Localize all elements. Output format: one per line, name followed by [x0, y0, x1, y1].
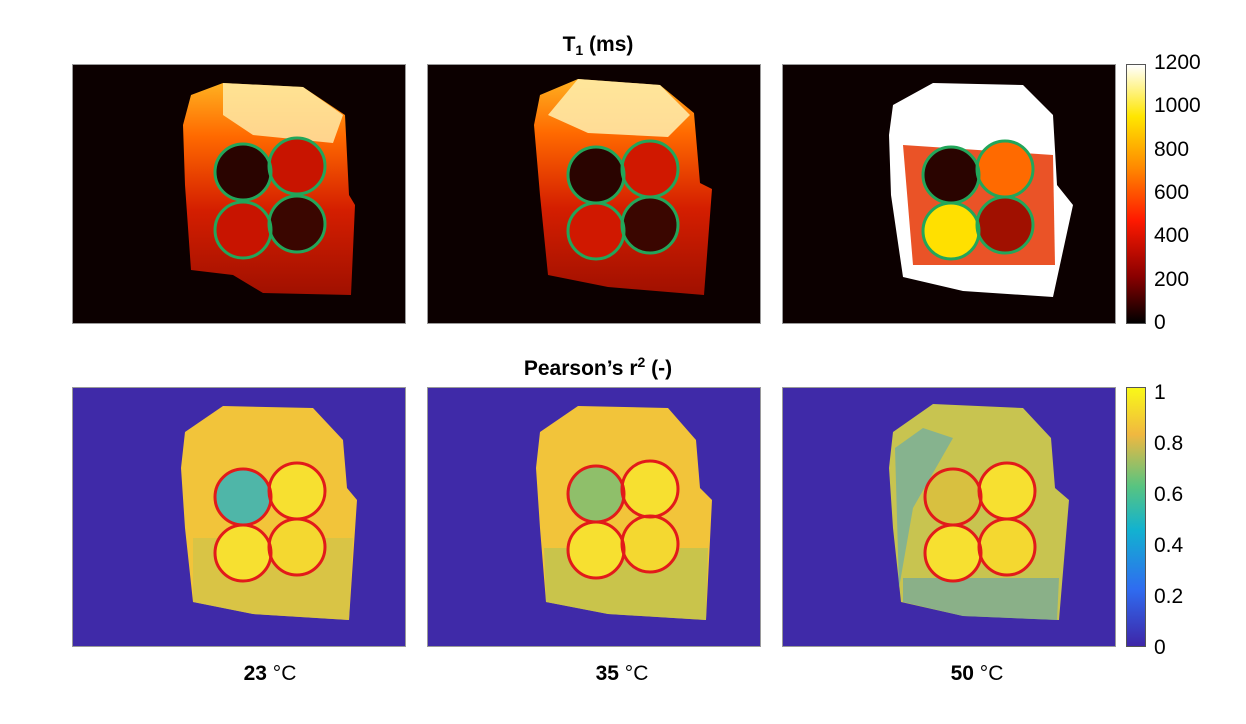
t1-map-50c: [782, 64, 1116, 324]
r2-map-50c: [782, 387, 1116, 647]
t1-tick-1200: 1200: [1154, 51, 1201, 74]
r2-tick-1: 1: [1154, 381, 1166, 404]
r2-tick-0: 0: [1154, 636, 1166, 659]
temp-label-23: 23 °C: [243, 662, 297, 685]
t1-tick-400: 400: [1154, 224, 1190, 247]
r2-map-23c: [72, 387, 406, 647]
t1-map-35c: [427, 64, 761, 324]
t1-colorbar: [1126, 64, 1146, 324]
t1-tick-200: 200: [1154, 268, 1190, 291]
temp-label-50: 50 °C: [950, 662, 1004, 685]
r2-map-35c: [427, 387, 761, 647]
t1-tick-800: 800: [1154, 138, 1190, 161]
t1-title: T1 (ms): [562, 33, 634, 58]
r2-title: Pearson’s r2 (-): [523, 354, 673, 380]
t1-tick-0: 0: [1154, 311, 1166, 334]
r2-tick-0-4: 0.4: [1154, 534, 1184, 557]
t1-tick-600: 600: [1154, 181, 1190, 204]
t1-tick-1000: 1000: [1154, 94, 1201, 117]
t1-map-23c: [72, 64, 406, 324]
r2-tick-0-6: 0.6: [1154, 483, 1184, 506]
r2-tick-0-8: 0.8: [1154, 432, 1184, 455]
temp-label-35: 35 °C: [595, 662, 649, 685]
r2-colorbar: [1126, 387, 1146, 647]
r2-tick-0-2: 0.2: [1154, 585, 1184, 608]
